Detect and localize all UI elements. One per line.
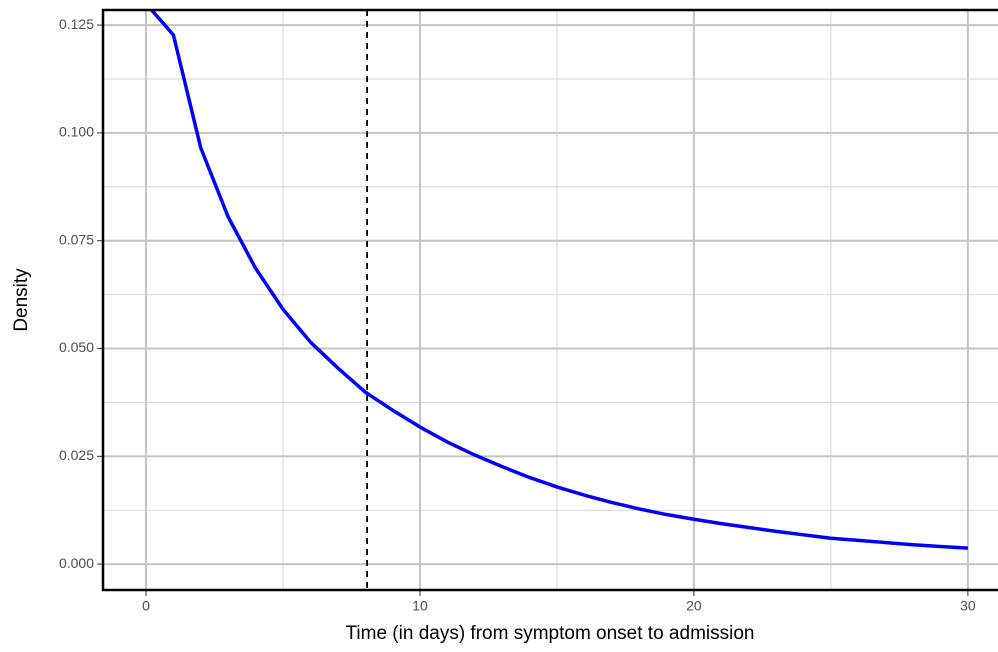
y-tick-label: 0.025 xyxy=(59,447,94,463)
x-tick-label: 30 xyxy=(960,598,976,614)
panel-border xyxy=(101,8,998,592)
line-series xyxy=(149,10,968,550)
x-tick-label: 10 xyxy=(412,598,428,614)
y-tick-label: 0.125 xyxy=(59,16,94,32)
y-tick-label: 0.100 xyxy=(59,124,94,140)
plot-panel xyxy=(103,10,998,590)
x-axis-title: Time (in days) from symptom onset to adm… xyxy=(346,623,755,644)
x-tick-label: 0 xyxy=(142,598,150,614)
y-tick-label: 0.000 xyxy=(59,555,94,571)
y-axis-title: Density xyxy=(11,268,32,332)
x-tick-label: 20 xyxy=(686,598,702,614)
y-tick-label: 0.075 xyxy=(59,231,94,247)
y-tick-label: 0.050 xyxy=(59,339,94,355)
